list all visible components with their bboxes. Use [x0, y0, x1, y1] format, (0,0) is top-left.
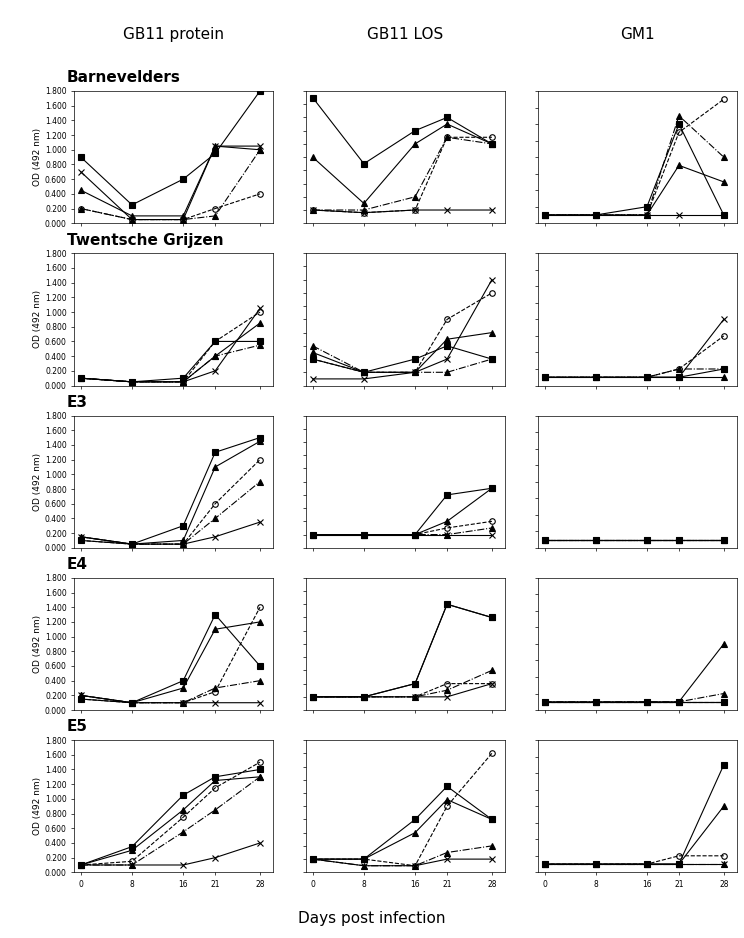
Text: Days post infection: Days post infection	[298, 911, 446, 926]
Y-axis label: OD (492 nm): OD (492 nm)	[33, 453, 42, 510]
Y-axis label: OD (492 nm): OD (492 nm)	[33, 129, 42, 186]
Text: GM1: GM1	[620, 27, 655, 42]
Text: E4: E4	[67, 557, 88, 572]
Y-axis label: OD (492 nm): OD (492 nm)	[33, 615, 42, 673]
Text: GB11 LOS: GB11 LOS	[368, 27, 443, 42]
Y-axis label: OD (492 nm): OD (492 nm)	[33, 291, 42, 348]
Text: Twentsche Grijzen: Twentsche Grijzen	[67, 233, 224, 248]
Y-axis label: OD (492 nm): OD (492 nm)	[33, 778, 42, 835]
Text: E3: E3	[67, 395, 88, 410]
Text: Barnevelders: Barnevelders	[67, 70, 181, 85]
Text: GB11 protein: GB11 protein	[123, 27, 224, 42]
Text: E5: E5	[67, 719, 88, 734]
